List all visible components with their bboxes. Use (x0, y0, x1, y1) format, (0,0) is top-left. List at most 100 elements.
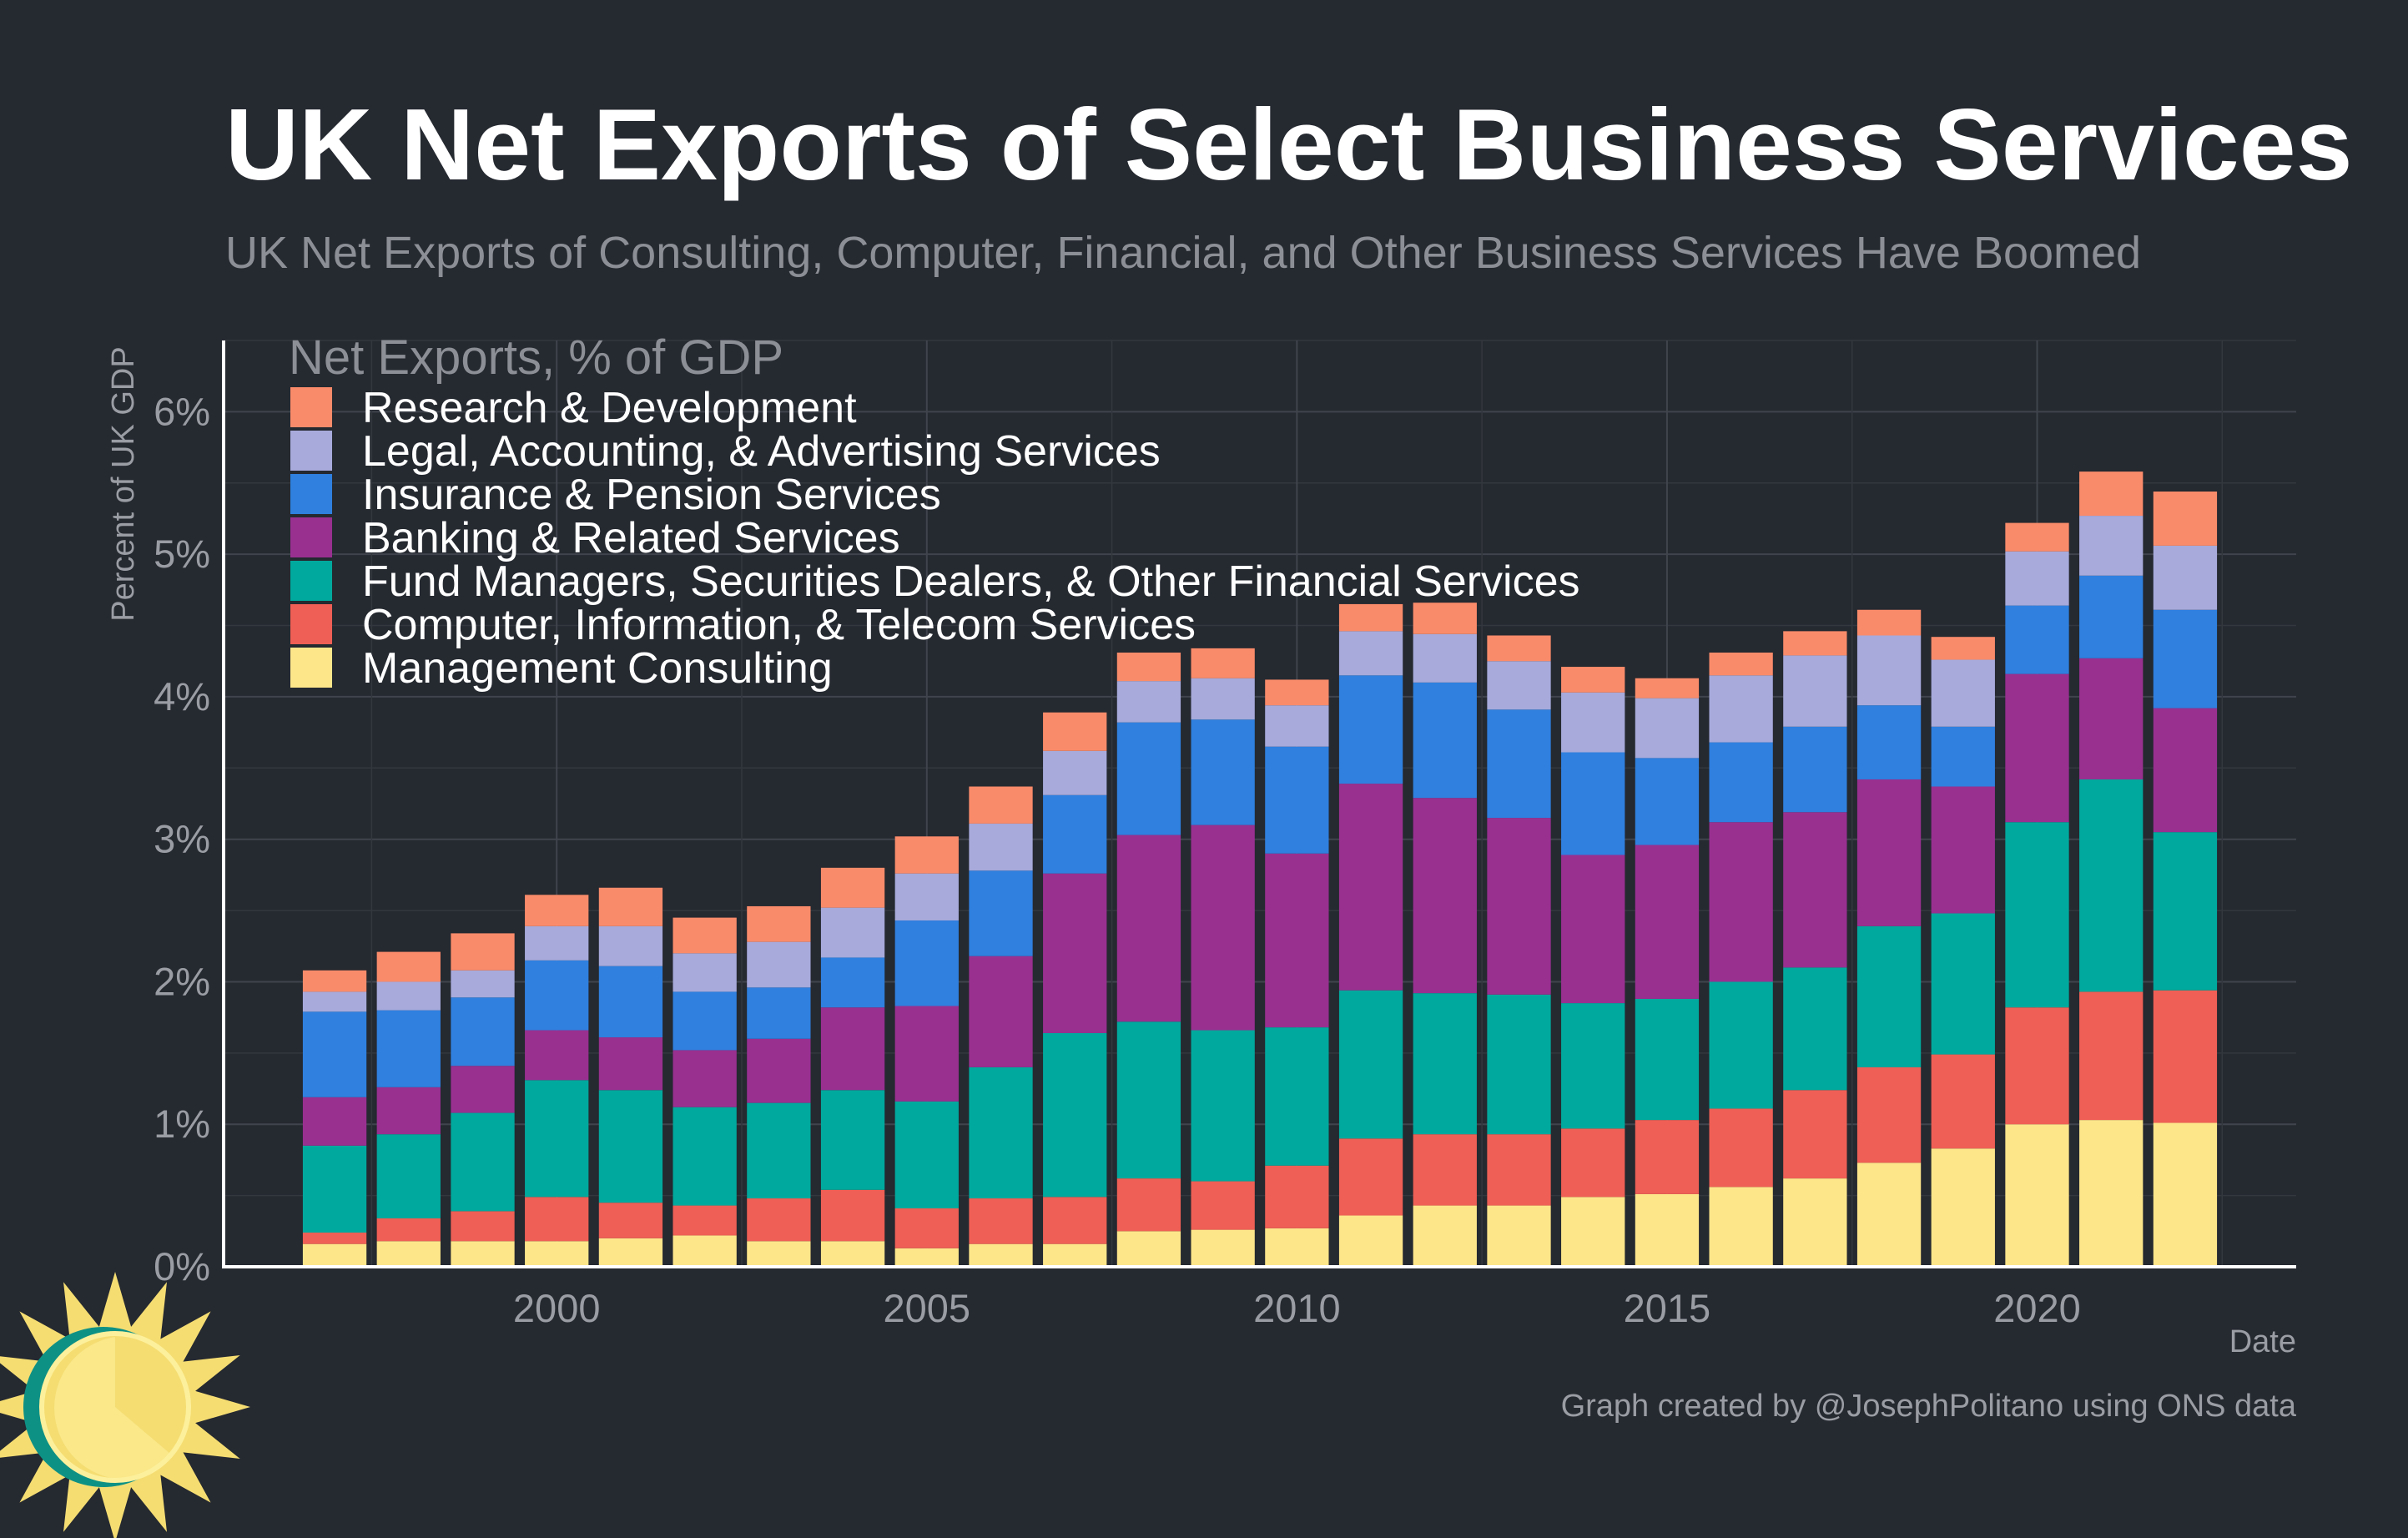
x-tick-label: 2010 (1253, 1286, 1341, 1330)
bar-segment-2010-s1 (1265, 1165, 1329, 1228)
bar-segment-2000-s0 (525, 1241, 589, 1267)
bar-segment-2015-s2 (1635, 998, 1700, 1121)
bar-segment-1998-s2 (376, 1134, 441, 1218)
legend-item-label: Legal, Accounting, & Advertising Service… (362, 427, 1161, 476)
bar-segment-2019-s1 (1931, 1054, 1995, 1149)
bar-segment-2001-s2 (598, 1090, 663, 1203)
sun-logo-icon (0, 1272, 250, 1538)
bar-segment-2018-s5 (1856, 635, 1922, 706)
bar-segment-2002-s5 (673, 953, 737, 992)
bar-segment-2007-s1 (1043, 1197, 1107, 1244)
bar-segment-2017-s4 (1783, 726, 1847, 813)
legend-item-label: Research & Development (362, 384, 857, 432)
bar-segment-2004-s2 (820, 1090, 885, 1190)
bar-segment-2000-s6 (525, 895, 589, 926)
bar-segment-2019-s3 (1931, 786, 1995, 914)
bar-segment-2004-s0 (820, 1241, 885, 1267)
bar-segment-2015-s5 (1635, 698, 1700, 759)
bar-segment-2013-s1 (1487, 1134, 1551, 1206)
bar-segment-2007-s0 (1043, 1243, 1107, 1267)
y-axis-label: Percent of UK GDP (106, 346, 141, 621)
chart-subtitle: UK Net Exports of Consulting, Computer, … (225, 228, 2142, 278)
bar-segment-2010-s0 (1265, 1228, 1329, 1267)
bar-segment-2001-s0 (598, 1238, 663, 1267)
bar-segment-2022-s6 (2153, 492, 2218, 546)
bar-segment-2003-s4 (747, 987, 811, 1039)
bar-segment-2020-s1 (2005, 1007, 2069, 1125)
x-tick-label: 2015 (1624, 1286, 1711, 1330)
bar-segment-2011-s4 (1338, 675, 1403, 784)
legend-title: Net Exports, % of GDP (289, 330, 783, 385)
x-axis-label: Date (2229, 1324, 2296, 1359)
legend-swatch (290, 517, 332, 557)
bar-segment-2015-s3 (1635, 845, 1700, 999)
bar-segment-2003-s2 (747, 1102, 811, 1199)
legend-item-label: Banking & Related Services (362, 514, 900, 562)
legend-swatch (290, 648, 332, 688)
bar-segment-2016-s1 (1709, 1108, 1773, 1188)
bar-segment-2004-s1 (820, 1189, 885, 1242)
legend-item-label: Insurance & Pension Services (362, 471, 941, 519)
bar-segment-2017-s0 (1783, 1178, 1847, 1267)
bar-segment-2012-s6 (1413, 603, 1477, 634)
bar-segment-2013-s0 (1487, 1205, 1551, 1267)
bar-segment-2022-s3 (2153, 708, 2218, 833)
bar-segment-2022-s5 (2153, 545, 2218, 610)
x-tick-label: 2005 (884, 1286, 971, 1330)
bar-segment-1997-s5 (302, 991, 367, 1012)
bar-segment-2008-s6 (1116, 652, 1181, 682)
bar-segment-2018-s2 (1856, 925, 1922, 1067)
bar-segment-2019-s5 (1931, 659, 1995, 727)
bar-segment-1999-s1 (451, 1211, 515, 1242)
bar-segment-2010-s4 (1265, 746, 1329, 854)
bar-segment-2006-s3 (969, 956, 1033, 1067)
bar-segment-2000-s4 (525, 960, 589, 1031)
bar-segment-2001-s5 (598, 925, 663, 966)
bar-segment-2013-s5 (1487, 661, 1551, 710)
bar-segment-2005-s2 (894, 1101, 959, 1208)
bar-segment-2020-s5 (2005, 551, 2069, 606)
bar-segment-1998-s6 (376, 951, 441, 982)
bar-segment-2000-s1 (525, 1197, 589, 1242)
bar-segment-1999-s2 (451, 1112, 515, 1212)
bar-segment-2021-s6 (2079, 471, 2144, 517)
bar-segment-2019-s0 (1931, 1148, 1995, 1267)
bar-segment-1997-s2 (302, 1145, 367, 1233)
bar-segment-2008-s1 (1116, 1178, 1181, 1232)
bar-segment-2011-s0 (1338, 1215, 1403, 1267)
bar-segment-1998-s1 (376, 1218, 441, 1242)
y-tick-label: 5% (154, 532, 210, 576)
bar-segment-2009-s6 (1191, 648, 1255, 678)
bar-segment-2018-s6 (1856, 609, 1922, 636)
bar-segment-2021-s4 (2079, 575, 2144, 658)
bar-segment-2016-s3 (1709, 822, 1773, 982)
bar-segment-2022-s4 (2153, 609, 2218, 708)
bar-segment-2007-s2 (1043, 1032, 1107, 1198)
bar-segment-2016-s5 (1709, 675, 1773, 743)
bar-segment-2014-s2 (1561, 1003, 1625, 1129)
bar-segment-2019-s6 (1931, 637, 1995, 660)
bar-segment-2011-s2 (1338, 990, 1403, 1139)
legend-item-label: Fund Managers, Securities Dealers, & Oth… (362, 557, 1580, 606)
bar-segment-2013-s2 (1487, 994, 1551, 1135)
bar-segment-2016-s4 (1709, 742, 1773, 823)
bar-segment-2017-s3 (1783, 812, 1847, 968)
bar-segment-2007-s5 (1043, 750, 1107, 795)
legend-swatch (290, 431, 332, 471)
bar-segment-2018-s1 (1856, 1067, 1922, 1163)
bar-segment-2008-s5 (1116, 681, 1181, 723)
bar-segment-2008-s0 (1116, 1231, 1181, 1267)
bar-segment-2009-s1 (1191, 1181, 1255, 1230)
bar-segment-1997-s1 (302, 1233, 367, 1244)
bar-segment-2010-s3 (1265, 853, 1329, 1028)
bar-segment-2013-s3 (1487, 818, 1551, 995)
bar-stacks (302, 471, 2218, 1267)
bar-segment-2021-s1 (2079, 991, 2144, 1121)
bar-segment-2002-s2 (673, 1107, 737, 1206)
bar-segment-2011-s5 (1338, 631, 1403, 676)
bar-segment-2014-s3 (1561, 855, 1625, 1004)
y-tick-label: 4% (154, 674, 210, 719)
x-tick-label: 2000 (513, 1286, 601, 1330)
bar-segment-1998-s4 (376, 1010, 441, 1087)
